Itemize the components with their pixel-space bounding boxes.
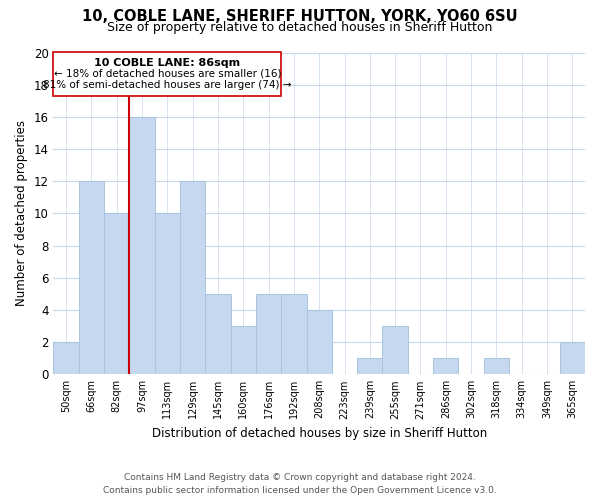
- Text: Size of property relative to detached houses in Sheriff Hutton: Size of property relative to detached ho…: [107, 22, 493, 35]
- Bar: [433, 358, 458, 374]
- Y-axis label: Number of detached properties: Number of detached properties: [15, 120, 28, 306]
- X-axis label: Distribution of detached houses by size in Sheriff Hutton: Distribution of detached houses by size …: [152, 427, 487, 440]
- Bar: [130, 117, 155, 374]
- Bar: [281, 294, 307, 374]
- Bar: [205, 294, 230, 374]
- Text: 81% of semi-detached houses are larger (74) →: 81% of semi-detached houses are larger (…: [43, 80, 292, 90]
- Bar: [79, 181, 104, 374]
- Bar: [104, 214, 130, 374]
- Bar: [357, 358, 382, 374]
- Text: Contains HM Land Registry data © Crown copyright and database right 2024.
Contai: Contains HM Land Registry data © Crown c…: [103, 474, 497, 495]
- Bar: [53, 52, 281, 96]
- Bar: [256, 294, 281, 374]
- Bar: [484, 358, 509, 374]
- Bar: [180, 181, 205, 374]
- Bar: [53, 342, 79, 374]
- Text: 10 COBLE LANE: 86sqm: 10 COBLE LANE: 86sqm: [94, 58, 241, 68]
- Text: 10, COBLE LANE, SHERIFF HUTTON, YORK, YO60 6SU: 10, COBLE LANE, SHERIFF HUTTON, YORK, YO…: [82, 9, 518, 24]
- Bar: [230, 326, 256, 374]
- Bar: [560, 342, 585, 374]
- Bar: [382, 326, 408, 374]
- Bar: [155, 214, 180, 374]
- Bar: [307, 310, 332, 374]
- Text: ← 18% of detached houses are smaller (16): ← 18% of detached houses are smaller (16…: [53, 68, 281, 78]
